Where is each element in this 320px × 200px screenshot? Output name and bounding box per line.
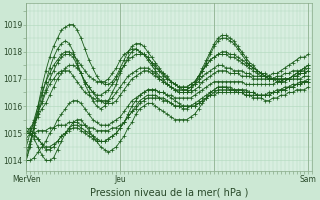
X-axis label: Pression niveau de la mer( hPa ): Pression niveau de la mer( hPa ) xyxy=(90,187,248,197)
